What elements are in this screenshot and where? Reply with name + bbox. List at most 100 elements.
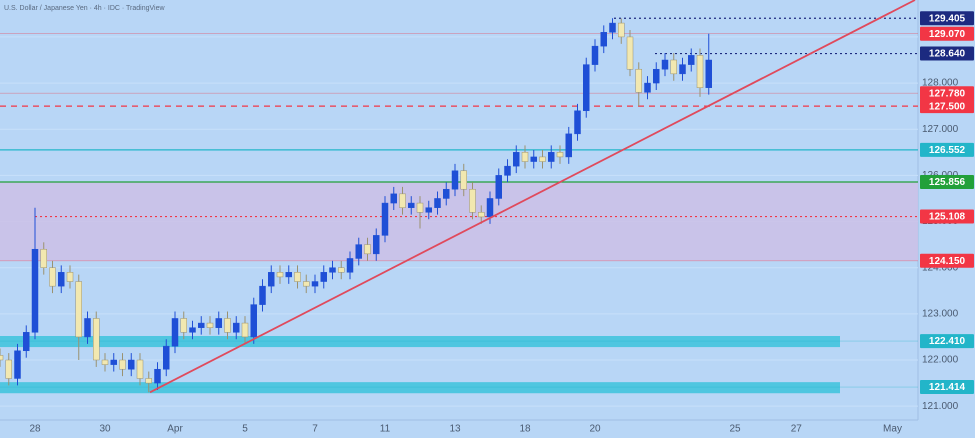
candle-body xyxy=(40,248,47,268)
candle-body xyxy=(101,359,109,365)
candle-body xyxy=(58,272,65,287)
x-tick-label: 13 xyxy=(449,424,461,435)
chart-title: U.S. Dollar / Japanese Yen · 4h · IDC · … xyxy=(4,5,166,12)
candle-body xyxy=(478,212,485,218)
y-tick-label: 128.000 xyxy=(922,78,959,89)
candle-body xyxy=(504,165,511,176)
candle-body xyxy=(338,267,345,273)
candle-body xyxy=(0,355,4,361)
candle-body xyxy=(119,359,126,370)
candle-body xyxy=(565,133,572,158)
candle-body xyxy=(583,64,590,112)
candle-body xyxy=(416,202,424,213)
candle-body xyxy=(364,244,371,255)
candle-body xyxy=(14,350,21,379)
zone xyxy=(0,336,840,348)
candle-body xyxy=(688,55,695,65)
candle-body xyxy=(548,152,555,162)
candle-body xyxy=(329,267,336,273)
candle-body xyxy=(206,322,214,328)
candle-body xyxy=(635,68,642,93)
candle-body xyxy=(215,318,222,328)
candle-body xyxy=(539,156,546,162)
y-tick-label: 123.000 xyxy=(922,308,959,319)
candle-body xyxy=(233,322,240,333)
price-label-box xyxy=(920,26,974,41)
candle-body xyxy=(320,272,327,282)
y-tick-label: 127.000 xyxy=(922,124,959,135)
candle-body xyxy=(180,318,187,333)
candle-body xyxy=(556,152,564,158)
candle-body xyxy=(128,359,135,370)
candle-body xyxy=(469,188,476,213)
candle-body xyxy=(591,45,599,65)
candle-body xyxy=(163,345,170,370)
x-tick-label: 30 xyxy=(99,424,111,435)
candle-body xyxy=(84,318,91,338)
candle-body xyxy=(618,22,625,38)
candle-body xyxy=(241,322,249,338)
candle-body xyxy=(303,281,310,287)
x-tick-label: 28 xyxy=(29,424,41,435)
candle-body xyxy=(355,244,362,259)
x-tick-label: May xyxy=(883,424,902,435)
zone xyxy=(0,182,918,261)
y-tick-label: 121.000 xyxy=(922,401,959,412)
candle-body xyxy=(66,272,74,282)
x-tick-label: 20 xyxy=(589,424,601,435)
candle-body xyxy=(5,359,12,379)
x-tick-label: 11 xyxy=(380,424,391,435)
candle-body xyxy=(154,368,161,384)
x-tick-label: 27 xyxy=(791,424,803,435)
x-tick-label: Apr xyxy=(167,424,183,435)
price-label: 122.410 xyxy=(929,336,966,347)
candle-body xyxy=(75,281,82,338)
price-label: 124.150 xyxy=(929,256,966,267)
candle-body xyxy=(198,322,205,328)
candle-body xyxy=(49,267,56,287)
candle-body xyxy=(626,36,634,70)
price-label: 125.856 xyxy=(929,177,966,188)
candle-body xyxy=(224,318,231,333)
candle-body xyxy=(513,152,520,167)
candle-body xyxy=(661,59,669,70)
x-tick-label: 7 xyxy=(312,424,318,435)
candle-body xyxy=(434,198,441,208)
candle-body xyxy=(294,272,301,282)
price-label-box xyxy=(920,175,974,190)
candle-body xyxy=(110,359,117,365)
price-label: 121.414 xyxy=(929,382,966,393)
candle-body xyxy=(679,64,686,75)
candle-body xyxy=(23,332,30,352)
price-label-box xyxy=(920,46,974,61)
price-label-box xyxy=(920,86,974,101)
price-label-box xyxy=(920,142,974,157)
candle-body xyxy=(93,318,100,361)
candle-body xyxy=(653,68,660,84)
candle-body xyxy=(390,193,397,204)
candle-body xyxy=(495,175,502,199)
candle-body xyxy=(31,248,39,333)
zone xyxy=(0,382,840,394)
trendline xyxy=(149,0,916,394)
candle-body xyxy=(670,59,677,75)
x-tick-label: 18 xyxy=(519,424,531,435)
candle-body xyxy=(189,327,196,333)
candle-body xyxy=(644,82,651,93)
candle-body xyxy=(443,188,450,199)
candle-body xyxy=(250,304,257,338)
candle-body xyxy=(268,272,275,287)
y-tick-label: 122.000 xyxy=(922,355,959,366)
price-label-box xyxy=(920,209,974,224)
candle-body xyxy=(145,378,152,384)
candle-body xyxy=(574,110,581,135)
x-tick-label: 5 xyxy=(242,424,248,435)
candle-body xyxy=(276,272,284,278)
candle-body xyxy=(451,170,459,190)
candle-body xyxy=(285,272,292,278)
price-label-box xyxy=(920,11,974,26)
price-label-box xyxy=(920,99,974,114)
candle-body xyxy=(460,170,467,190)
price-label: 129.070 xyxy=(929,29,966,40)
